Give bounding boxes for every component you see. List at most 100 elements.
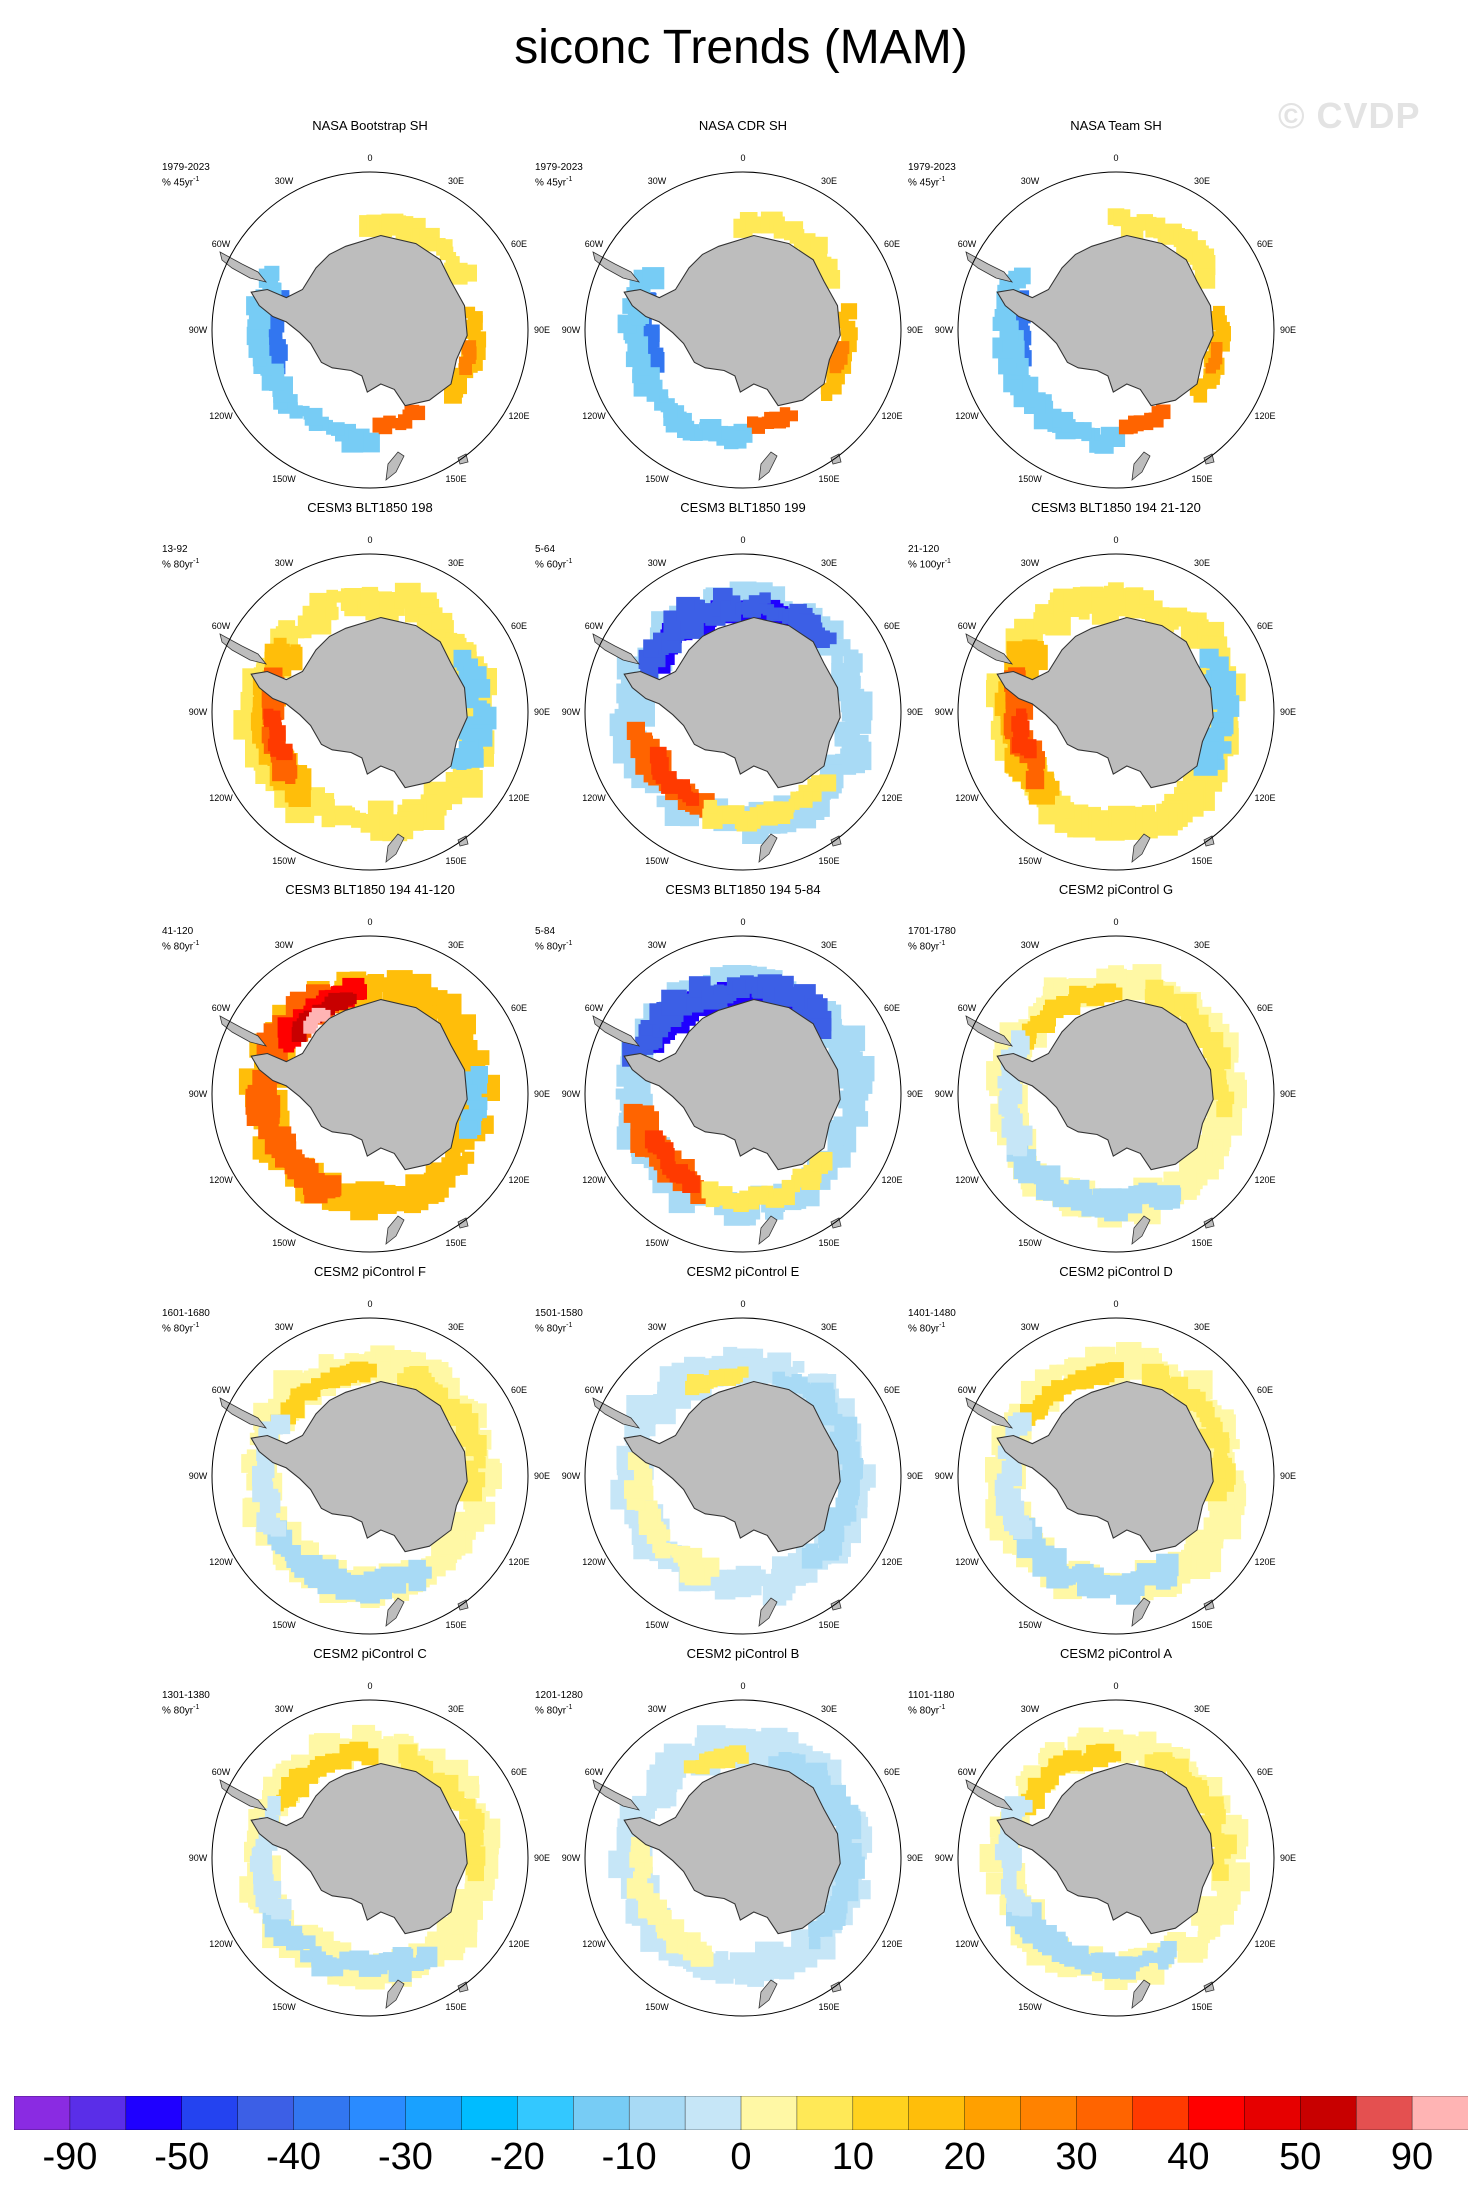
polar-map: 0 30E 60E 90E 120E 150E 180 150W 120W 90W 60W 30W bbox=[562, 535, 923, 880]
new-zealand-landmass bbox=[758, 1215, 778, 1245]
map-panel: 0 30E 60E 90E 120E 150E 180 150W 120W 90W 60W 30W CE… bbox=[886, 500, 1346, 880]
new-zealand-landmass bbox=[758, 451, 778, 481]
longitude-label: 120E bbox=[508, 411, 529, 421]
south-america-landmass bbox=[965, 1015, 1014, 1047]
trend-cell bbox=[824, 632, 837, 645]
longitude-label: 60E bbox=[511, 621, 527, 631]
longitude-label: 30W bbox=[648, 176, 667, 186]
trend-cell bbox=[1186, 1767, 1199, 1779]
trend-field bbox=[610, 1346, 876, 1606]
longitude-label: 150W bbox=[1018, 1238, 1042, 1248]
longitude-label: 30E bbox=[1194, 1322, 1210, 1332]
longitude-label: 150W bbox=[1018, 2002, 1042, 2012]
longitude-label: 120E bbox=[881, 1939, 902, 1949]
trend-cell bbox=[473, 1456, 486, 1469]
polar-map: 0 30E 60E 90E 120E 150E 180 150W 120W 90W 60W 30W bbox=[562, 1299, 923, 1644]
trend-cell bbox=[829, 1431, 843, 1445]
longitude-label: 90W bbox=[562, 1853, 581, 1863]
longitude-label: 30E bbox=[821, 1704, 837, 1714]
panel-period-label: 1979-2023 % 45yr-1 bbox=[908, 162, 956, 189]
longitude-label: 0 bbox=[740, 1299, 745, 1309]
colorbar-tick-label: -20 bbox=[489, 2136, 545, 2178]
new-zealand-landmass bbox=[1131, 833, 1151, 863]
trend-cell bbox=[1108, 1729, 1124, 1745]
south-america-landmass bbox=[219, 1015, 268, 1047]
longitude-label: 120W bbox=[582, 793, 606, 803]
longitude-label: 120E bbox=[1254, 411, 1275, 421]
panel-units: % 80yr-1 bbox=[908, 1704, 946, 1717]
panel-years: 21-120 bbox=[908, 544, 940, 555]
map-boundary bbox=[211, 1699, 529, 2017]
trend-cell bbox=[808, 1937, 821, 1950]
panel-years: 1401-1480 bbox=[908, 1308, 956, 1319]
trend-cell bbox=[326, 589, 338, 602]
new-zealand-landmass bbox=[1131, 1979, 1151, 2009]
longitude-label: 60E bbox=[511, 1385, 527, 1395]
polar-map: 0 30E 60E 90E 120E 150E 180 150W 120W 90W 60W 30W bbox=[935, 153, 1296, 498]
longitude-label: 90E bbox=[907, 1089, 923, 1099]
map-panel: 0 30E 60E 90E 120E 150E 180 150W 120W 90W 60W 30W CE… bbox=[140, 1264, 600, 1644]
longitude-label: 60E bbox=[1257, 1385, 1273, 1395]
trend-cell bbox=[444, 385, 462, 404]
longitude-label: 180 bbox=[735, 1261, 750, 1262]
map-panel: 0 30E 60E 90E 120E 150E 180 150W 120W 90W 60W 30W CE… bbox=[886, 882, 1346, 1262]
longitude-label: 0 bbox=[740, 917, 745, 927]
trend-cell bbox=[321, 813, 336, 828]
trend-cell bbox=[829, 1134, 844, 1149]
trend-cell bbox=[644, 1130, 663, 1149]
longitude-label: 90W bbox=[189, 707, 208, 717]
trend-cell bbox=[656, 795, 669, 808]
new-zealand-landmass bbox=[1131, 451, 1151, 481]
longitude-label: 150E bbox=[818, 1620, 839, 1630]
new-zealand-landmass bbox=[385, 451, 405, 481]
longitude-label: 60E bbox=[511, 239, 527, 249]
longitude-label: 120W bbox=[582, 1939, 606, 1949]
trend-cell bbox=[657, 1926, 669, 1939]
trend-cell bbox=[1014, 734, 1026, 746]
colorbar-tick-label: 50 bbox=[1279, 2136, 1322, 2178]
polar-map: 0 30E 60E 90E 120E 150E 180 150W 120W 90W 60W 30W bbox=[935, 535, 1296, 880]
longitude-label: 60W bbox=[212, 1003, 231, 1013]
trend-cell bbox=[371, 1730, 382, 1742]
colorbar-tick-label: 40 bbox=[1167, 2136, 1210, 2178]
colorbar-swatch bbox=[1355, 2096, 1413, 2130]
longitude-label: 30W bbox=[1021, 940, 1040, 950]
panel-years: 1501-1580 bbox=[535, 1308, 583, 1319]
trend-cell bbox=[289, 1378, 302, 1390]
trend-cell bbox=[464, 1139, 475, 1150]
longitude-label: 60W bbox=[585, 1003, 604, 1013]
trend-cell bbox=[1011, 1030, 1026, 1045]
longitude-label: 150W bbox=[1018, 1620, 1042, 1630]
trend-cell bbox=[759, 592, 771, 604]
longitude-label: 120W bbox=[955, 1175, 979, 1185]
trend-cell bbox=[672, 779, 683, 790]
longitude-label: 120E bbox=[508, 793, 529, 803]
map-panel: 0 30E 60E 90E 120E 150E 180 150W 120W 90W 60W 30W CE… bbox=[886, 1264, 1346, 1644]
map-panel: 0 30E 60E 90E 120E 150E 180 150W 120W 90W 60W 30W NA… bbox=[886, 118, 1346, 498]
longitude-label: 180 bbox=[1108, 497, 1123, 498]
polar-map: 0 30E 60E 90E 120E 150E 180 150W 120W 90W 60W 30W bbox=[562, 1681, 923, 2026]
longitude-label: 120W bbox=[209, 411, 233, 421]
trend-cell bbox=[382, 1967, 394, 1979]
tasmania-landmass bbox=[1203, 835, 1215, 847]
longitude-label: 30E bbox=[821, 1322, 837, 1332]
panel-title: CESM2 piControl C bbox=[313, 1646, 427, 1661]
longitude-label: 90W bbox=[562, 325, 581, 335]
map-boundary bbox=[211, 553, 529, 871]
map-panel: 0 30E 60E 90E 120E 150E 180 150W 120W 90W 60W 30W CE… bbox=[513, 882, 973, 1262]
longitude-label: 180 bbox=[1108, 2025, 1123, 2026]
longitude-label: 60W bbox=[585, 1767, 604, 1777]
new-zealand-landmass bbox=[1131, 1215, 1151, 1245]
trend-cell bbox=[676, 1767, 687, 1778]
map-boundary bbox=[211, 171, 529, 489]
longitude-label: 0 bbox=[367, 1681, 372, 1691]
polar-map: 0 30E 60E 90E 120E 150E 180 150W 120W 90W 60W 30W bbox=[189, 153, 550, 498]
map-boundary bbox=[957, 935, 1275, 1253]
map-panel: 0 30E 60E 90E 120E 150E 180 150W 120W 90W 60W 30W CE… bbox=[513, 1264, 973, 1644]
longitude-label: 180 bbox=[735, 879, 750, 880]
colorbar-swatch bbox=[405, 2096, 463, 2130]
longitude-label: 60W bbox=[958, 1003, 977, 1013]
panel-years: 1101-1180 bbox=[908, 1690, 955, 1701]
longitude-label: 180 bbox=[362, 2025, 377, 2026]
polar-map: 0 30E 60E 90E 120E 150E 180 150W 120W 90W 60W 30W bbox=[935, 917, 1296, 1262]
